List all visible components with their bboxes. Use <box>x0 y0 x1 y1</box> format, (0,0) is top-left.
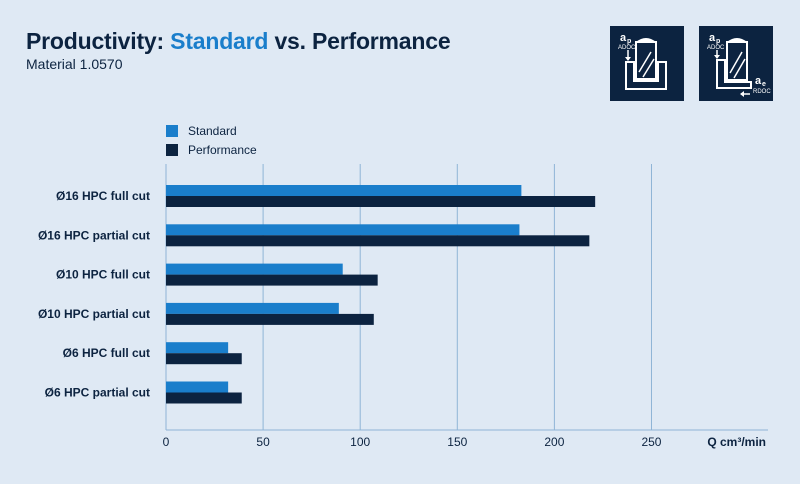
title-part-productivity: Productivity: <box>26 28 171 54</box>
x-tick-label: 0 <box>163 435 170 449</box>
chart-subtitle: Material 1.0570 <box>26 56 123 72</box>
full-cut-diagram-svg: a p ADOC <box>618 32 667 90</box>
x-tick-label: 150 <box>447 435 467 449</box>
bar-performance <box>166 392 242 404</box>
chart-title: Productivity: Standard vs. Performance <box>26 28 451 55</box>
bar-performance <box>166 274 378 286</box>
category-label: Ø16 HPC partial cut <box>38 228 150 242</box>
x-tick-label: 100 <box>350 435 370 449</box>
legend-label-standard: Standard <box>188 123 237 138</box>
category-label: Ø10 HPC partial cut <box>38 307 150 321</box>
category-label: Ø10 HPC full cut <box>56 268 150 282</box>
title-part-standard: Standard <box>170 28 269 54</box>
adoc-caption: ADOC <box>618 45 636 51</box>
category-label: Ø16 HPC full cut <box>56 189 150 203</box>
x-axis-label: Q cm³/min <box>707 435 766 449</box>
ap-label: a <box>620 32 627 44</box>
bar-performance <box>166 196 596 207</box>
ap-label-2: a <box>709 32 716 44</box>
adoc-caption-2: ADOC <box>707 45 725 51</box>
legend-item-performance: Performance <box>166 141 257 158</box>
ap-sub: p <box>627 38 631 45</box>
bar-standard <box>166 342 229 354</box>
bar-standard <box>166 185 522 196</box>
bar-performance <box>166 235 590 247</box>
x-tick-label: 200 <box>544 435 564 449</box>
legend-label-performance: Performance <box>188 142 257 157</box>
bar-performance <box>166 353 242 365</box>
ap-sub-2: p <box>716 38 720 45</box>
x-tick-label: 50 <box>256 435 270 449</box>
bar-standard <box>166 224 520 236</box>
bar-standard <box>166 381 229 393</box>
partial-cut-diagram-svg: a p ADOC a e RDOC <box>707 32 771 97</box>
ae-label: a <box>755 75 762 87</box>
bar-standard <box>166 263 343 275</box>
ae-sub: e <box>762 81 766 88</box>
chart-legend: Standard Performance <box>166 122 257 160</box>
legend-swatch-standard <box>166 124 178 137</box>
category-label: Ø6 HPC partial cut <box>45 386 150 400</box>
bar-standard <box>166 302 339 314</box>
full-cut-diagram-icon: a p ADOC <box>610 26 684 101</box>
x-tick-label: 250 <box>641 435 661 449</box>
title-part-performance: vs. Performance <box>268 28 451 54</box>
rdoc-caption: RDOC <box>753 89 771 95</box>
bar-performance <box>166 313 374 325</box>
legend-item-standard: Standard <box>166 122 257 139</box>
legend-swatch-performance <box>166 143 178 156</box>
partial-cut-diagram-icon: a p ADOC a e RDOC <box>699 26 773 101</box>
category-label: Ø6 HPC full cut <box>63 346 150 360</box>
